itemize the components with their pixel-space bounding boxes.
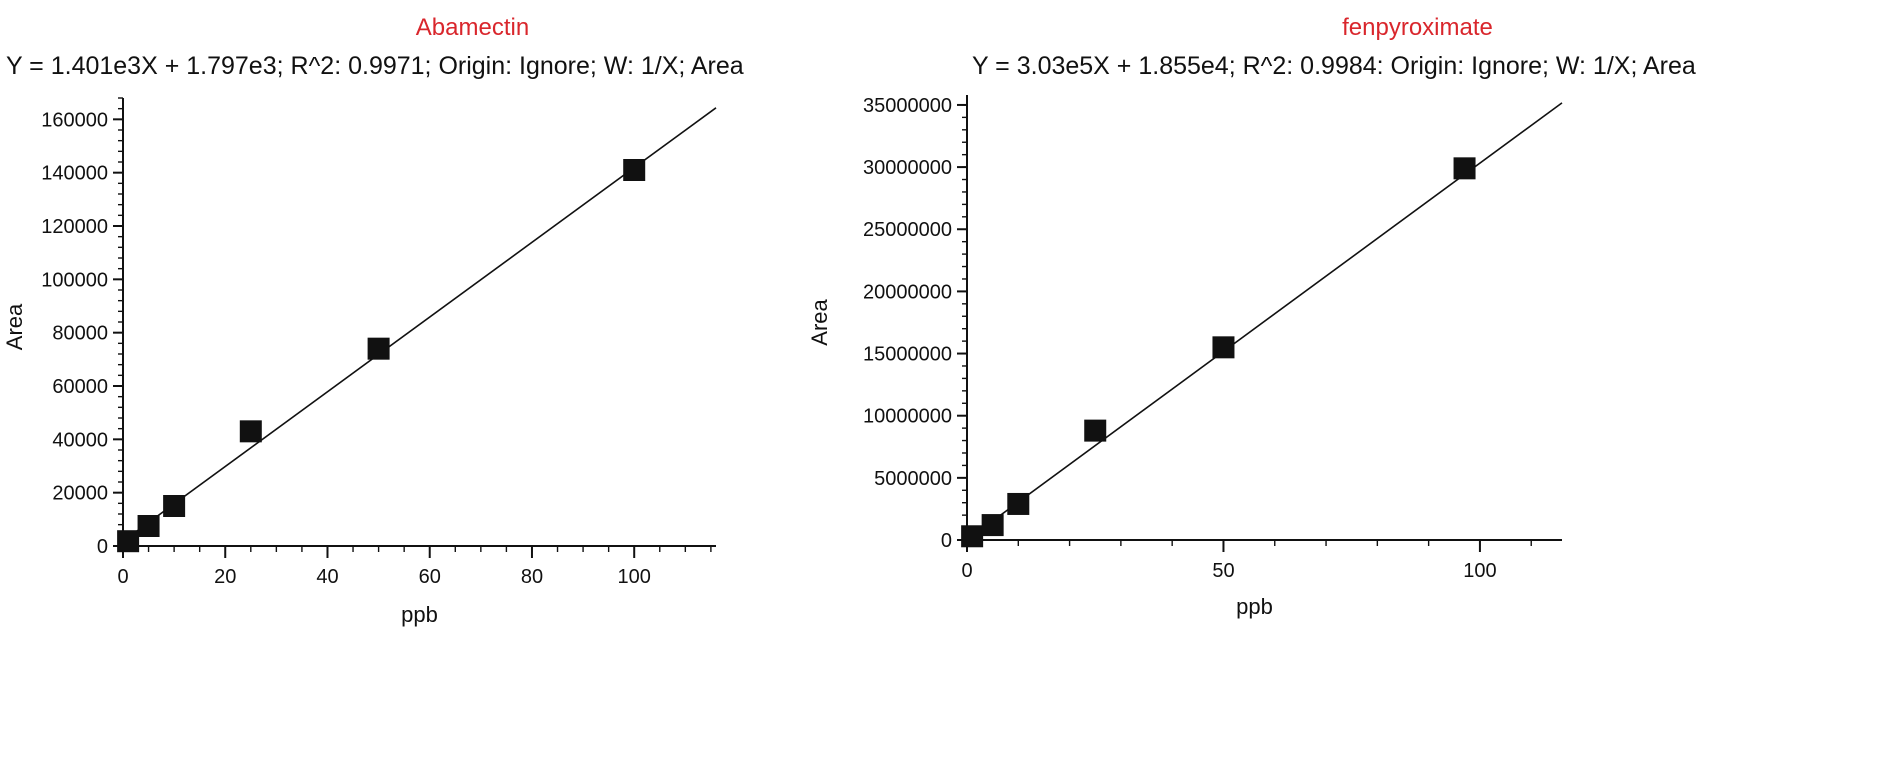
- data-point: [1007, 492, 1030, 515]
- y-tick-label: 20000: [52, 483, 108, 505]
- plot-area: 0 5000000 10000000 15000000 20000000 25000000…: [807, 95, 1563, 619]
- x-tick-label: 50: [1212, 560, 1234, 582]
- chart-panel-fenpyroximate: fenpyroximate Y = 3.03e5X + 1.855e4; R^2…: [807, 0, 1890, 759]
- x-axis-label: ppb: [401, 602, 438, 627]
- y-tick-label: 60000: [52, 376, 108, 398]
- data-point: [623, 159, 646, 181]
- regression-line: [127, 107, 717, 539]
- y-tick-label: 5000000: [874, 468, 952, 490]
- chart-title: fenpyroximate: [1342, 14, 1493, 41]
- x-axis-label: ppb: [1236, 594, 1273, 619]
- x-tick-label: 0: [961, 560, 972, 582]
- data-point: [961, 525, 984, 548]
- data-point: [1453, 157, 1476, 180]
- y-axis-label: Area: [2, 303, 27, 350]
- calibration-equation: Y = 3.03e5X + 1.855e4; R^2: 0.9984: Orig…: [972, 52, 1696, 80]
- x-tick-label: 40: [316, 566, 338, 588]
- y-tick-label: 100000: [41, 269, 108, 291]
- y-tick-label: 140000: [41, 163, 108, 185]
- data-point: [137, 515, 160, 537]
- data-point: [117, 530, 140, 553]
- x-tick-label: 80: [521, 566, 543, 588]
- y-tick-label: 80000: [52, 323, 108, 345]
- y-axis-label: Area: [807, 299, 832, 346]
- y-tick-label: 0: [941, 530, 952, 552]
- y-tick-label: 15000000: [863, 344, 952, 366]
- y-tick-label: 25000000: [863, 219, 952, 241]
- y-tick-label: 160000: [41, 109, 108, 131]
- y-tick-label: 40000: [52, 429, 108, 451]
- y-tick-label: 20000000: [863, 281, 952, 303]
- data-point: [1212, 336, 1235, 359]
- plot-area: 0 20000 40000 60000 80000 100000 120000 140000 1…: [2, 97, 717, 627]
- y-tick-label: 120000: [41, 216, 108, 238]
- data-point: [367, 337, 390, 360]
- y-tick-label: 30000000: [863, 157, 952, 179]
- x-tick-label: 20: [214, 566, 236, 588]
- data-point: [239, 420, 262, 443]
- x-tick-label: 60: [419, 566, 441, 588]
- y-tick-label: 35000000: [863, 95, 952, 117]
- data-point: [981, 514, 1004, 537]
- calibration-equation: Y = 1.401e3X + 1.797e3; R^2: 0.9971; Ori…: [6, 52, 744, 80]
- x-tick-label: 100: [1463, 560, 1496, 582]
- y-tick-label: 10000000: [863, 406, 952, 428]
- x-tick-label: 100: [618, 566, 651, 588]
- chart-title: Abamectin: [415, 14, 530, 41]
- y-tick-label: 0: [97, 536, 108, 558]
- data-point: [1084, 419, 1107, 442]
- chart-panel-abamectin: Abamectin Y = 1.401e3X + 1.797e3; R^2: 0…: [2, 14, 744, 627]
- x-tick-label: 0: [117, 566, 128, 588]
- data-point: [163, 495, 186, 517]
